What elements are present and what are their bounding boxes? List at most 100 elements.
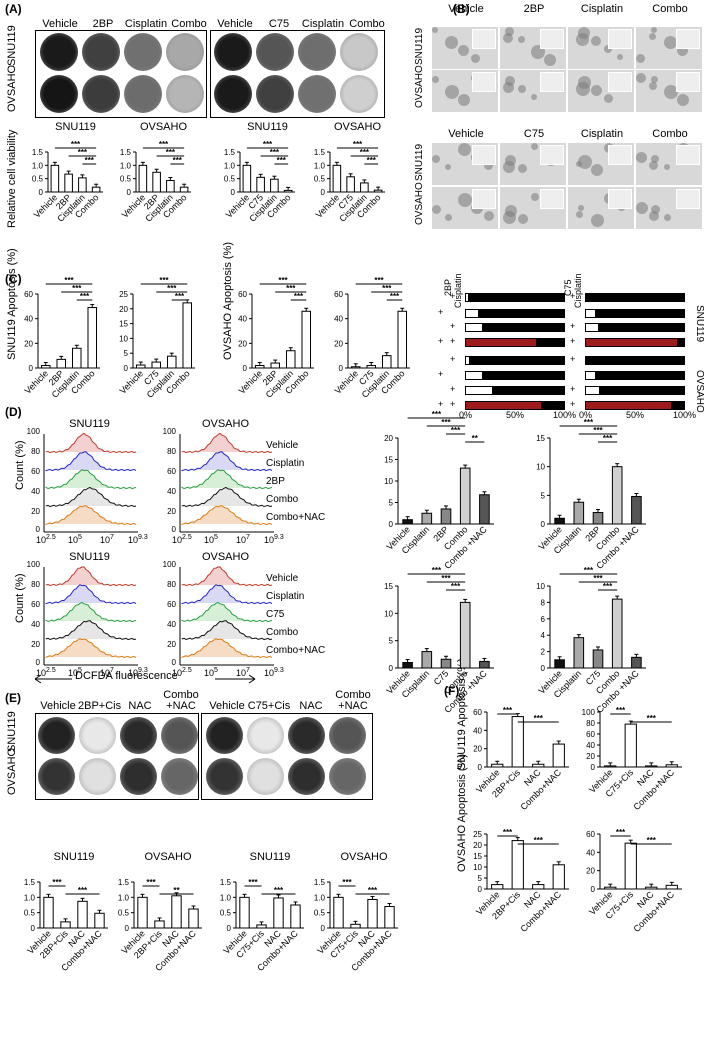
y-tick-label: 0.5 [314, 175, 326, 184]
colony-well [82, 33, 120, 71]
colony-well [82, 75, 120, 113]
cell-cluster [503, 82, 514, 93]
histogram-fill [182, 433, 272, 453]
hist-tick: 109.3 [128, 667, 148, 678]
inset-zoom [472, 72, 496, 92]
plate-header: Cisplatin [124, 18, 168, 30]
y-tick-label: 6 [541, 615, 546, 624]
sig-label: *** [368, 886, 378, 895]
colony-well [214, 75, 252, 113]
hist-ytick: 100 [162, 427, 176, 436]
bar [604, 886, 617, 890]
hist-ytick: 0 [35, 525, 40, 534]
y-tick-label: 4 [541, 631, 546, 640]
bar [611, 466, 623, 525]
bar [397, 310, 408, 369]
bar [511, 840, 524, 890]
colony-well [247, 758, 284, 795]
stack-segment-apoptotic [465, 323, 483, 332]
cell-cluster [677, 45, 688, 56]
bar [631, 656, 642, 669]
bar [350, 923, 361, 929]
histogram-curve [45, 505, 137, 526]
hist-ytick: 0 [171, 525, 176, 534]
sig-label: ** [472, 434, 479, 443]
treatment-mark: + [450, 399, 456, 409]
y-tick-label: 20 [586, 752, 595, 761]
y-tick-label: 1.0 [314, 893, 326, 902]
bar [592, 649, 604, 669]
hist-ytick: 40 [31, 487, 40, 496]
colony-well [298, 75, 336, 113]
sig-label: *** [263, 140, 273, 149]
bar [631, 495, 642, 525]
cell-cluster [471, 54, 480, 63]
sig-label: *** [534, 714, 544, 723]
sig-label: *** [166, 148, 176, 157]
micrograph-image [500, 187, 566, 229]
micrograph-image [432, 143, 498, 185]
y-tick-label: 15 [536, 434, 545, 443]
chart-title: OVSAHO [140, 121, 188, 133]
bar [532, 884, 545, 890]
cell-cluster [604, 45, 612, 53]
chart-C2: 0510152025VehicleC75CisplatinCombo******… [118, 276, 195, 400]
bar [283, 189, 293, 193]
y-tick-label: 2 [541, 648, 546, 657]
plate-header: C75 [268, 18, 290, 30]
stack-segment-live [600, 386, 685, 395]
treatment-mark: + [450, 291, 456, 301]
stack-segment-live [479, 309, 565, 318]
bar [459, 601, 471, 669]
treatment-mark: + [570, 321, 576, 331]
plate-header: NAC [299, 700, 323, 712]
inset-zoom [472, 145, 496, 165]
histogram-curve [181, 505, 273, 526]
treatment-mark: + [558, 307, 564, 317]
hist-legend: 2BP [266, 476, 285, 487]
colony-well [329, 717, 366, 754]
bar [273, 897, 284, 929]
y-tick-label: 15 [384, 582, 393, 591]
sig-label: *** [342, 878, 352, 887]
cell-cluster [445, 214, 452, 221]
stack-segment-apoptotic [585, 338, 678, 347]
y-tick-label: 1.5 [32, 148, 44, 157]
sig-label: *** [647, 714, 657, 723]
y-tick-label: 0 [541, 664, 546, 673]
stack-segment-apoptotic [585, 356, 587, 365]
y-tick-label: 1.5 [120, 148, 132, 157]
plate-header: C75+Cis [247, 700, 291, 712]
micrograph-header: 2BP [523, 3, 545, 15]
hist-tick: 107 [236, 534, 250, 545]
bar [256, 176, 265, 193]
y-tick-label: 60 [473, 708, 482, 717]
y-tick-label: 0 [591, 885, 596, 894]
micrograph-image [500, 143, 566, 185]
sig-label: *** [451, 582, 461, 591]
cell-cluster [591, 214, 604, 227]
y-tick-label: 0 [389, 664, 394, 673]
cell-cluster [518, 164, 527, 173]
inset-zoom [472, 29, 496, 49]
colony-plate-2bp-nac [35, 713, 199, 800]
treatment-mark: + [558, 369, 564, 379]
y-tick-label: 10 [536, 582, 545, 591]
bar [40, 365, 51, 369]
hist-ytick: 0 [35, 658, 40, 667]
stack-segment-apoptotic [585, 309, 596, 318]
y-tick-label: 0.5 [220, 909, 232, 918]
stack-segment-apoptotic [585, 323, 599, 332]
sig-label: *** [78, 886, 88, 895]
colony-well [38, 758, 75, 795]
bar [43, 896, 54, 929]
y-tick-label: 40 [586, 848, 595, 857]
cell-cluster [518, 214, 528, 224]
histogram-curve [45, 601, 137, 623]
hist-legend: C75 [266, 609, 285, 620]
cell-cluster [578, 205, 584, 211]
cell-cluster [484, 211, 494, 221]
y-tick-label: 100 [582, 708, 596, 717]
hist-tick: 107 [236, 667, 250, 678]
micrograph-image [636, 143, 702, 185]
